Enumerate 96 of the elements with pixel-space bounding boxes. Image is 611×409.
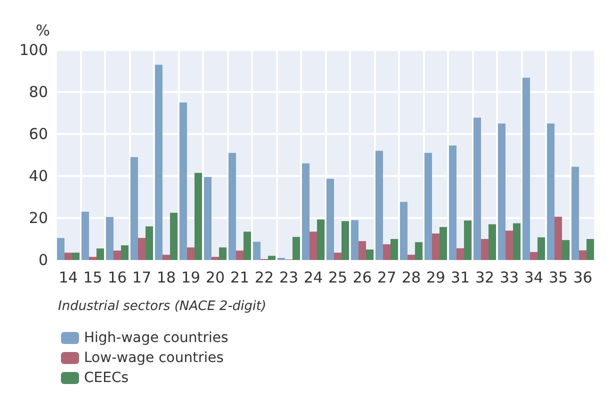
bar — [244, 232, 252, 260]
bar — [390, 239, 398, 260]
x-axis-title: Industrial sectors (NACE 2-digit) — [58, 299, 266, 314]
bar — [268, 256, 276, 260]
x-tick-label: 17 — [132, 268, 152, 286]
bar — [498, 124, 506, 260]
bar — [432, 234, 440, 260]
bar — [236, 250, 244, 260]
x-tick-label: 35 — [548, 268, 568, 286]
bar — [342, 221, 350, 260]
bar — [513, 223, 521, 260]
bar — [554, 216, 562, 260]
legend-label: High-wage countries — [84, 330, 228, 346]
bar — [473, 118, 481, 260]
bar — [317, 219, 325, 260]
bar — [154, 64, 162, 260]
bar — [170, 212, 178, 260]
y-tick-label: 100 — [19, 41, 48, 59]
x-tick-label: 24 — [304, 268, 323, 286]
legend-label: Low-wage countries — [84, 350, 224, 366]
bar — [219, 247, 227, 260]
x-tick-label: 23 — [279, 268, 298, 286]
x-tick-label: 25 — [328, 268, 348, 286]
bar — [96, 248, 104, 260]
x-tick-label: 20 — [206, 268, 225, 286]
bar — [448, 146, 456, 260]
bar — [456, 248, 464, 260]
x-tick-label: 15 — [83, 268, 102, 286]
y-tick-label: 60 — [28, 125, 48, 143]
bar — [415, 242, 423, 260]
bar — [130, 157, 138, 260]
bar — [530, 252, 538, 260]
bar — [350, 220, 358, 260]
bar — [375, 150, 383, 260]
x-tick-label: 16 — [108, 268, 127, 286]
bar — [480, 239, 489, 260]
bar — [424, 152, 432, 260]
bar — [586, 239, 594, 260]
y-tick-label: 80 — [28, 83, 48, 101]
y-tick-label: 40 — [28, 167, 48, 185]
x-tick-label: 34 — [524, 268, 544, 286]
bar — [252, 242, 260, 260]
y-axis-title: % — [36, 22, 50, 40]
bar — [292, 236, 300, 260]
x-tick-label: 33 — [500, 268, 519, 286]
x-tick-label: 36 — [573, 268, 592, 286]
bar — [113, 250, 122, 260]
bar — [228, 152, 236, 260]
bar — [64, 252, 72, 260]
x-tick-label: 19 — [181, 268, 200, 286]
bar — [194, 172, 202, 260]
bar — [138, 238, 146, 260]
x-tick-label: 18 — [156, 268, 176, 286]
bar — [571, 166, 579, 260]
bar — [204, 177, 212, 260]
bar — [505, 230, 514, 260]
bar — [358, 241, 366, 260]
x-tick-label: 22 — [254, 268, 274, 286]
bar — [146, 226, 154, 260]
bar — [88, 256, 97, 260]
x-tick-label: 14 — [58, 268, 78, 286]
legend-label: CEECs — [84, 370, 129, 386]
x-tick-label: 21 — [230, 268, 250, 286]
bar — [302, 163, 310, 260]
bar — [546, 124, 554, 260]
bar — [309, 232, 318, 260]
bar — [488, 224, 496, 260]
bar — [186, 247, 195, 260]
bar — [334, 252, 342, 260]
bar — [578, 250, 587, 260]
bar — [407, 254, 416, 260]
x-tick-label: 26 — [352, 268, 372, 286]
bar — [72, 252, 80, 260]
bar — [440, 227, 448, 260]
y-tick-label: 20 — [28, 209, 48, 227]
bar — [400, 202, 408, 260]
x-tick-label: 29 — [426, 268, 446, 286]
bar — [382, 244, 391, 260]
x-tick-label: 32 — [475, 268, 494, 286]
bar — [522, 78, 530, 260]
bar — [162, 254, 170, 260]
x-tick-label: 27 — [377, 268, 396, 286]
bar — [326, 178, 334, 260]
bar — [464, 220, 472, 260]
bar — [211, 256, 220, 260]
bar — [538, 237, 546, 260]
bar — [106, 216, 114, 260]
bar — [179, 102, 187, 260]
x-tick-label: 31 — [450, 268, 470, 286]
bar — [56, 238, 64, 260]
x-tick-label: 28 — [402, 268, 421, 286]
bar — [562, 240, 570, 260]
y-tick-label: 0 — [38, 251, 48, 269]
bar — [81, 212, 89, 260]
bar — [121, 245, 129, 260]
bar — [366, 250, 374, 260]
